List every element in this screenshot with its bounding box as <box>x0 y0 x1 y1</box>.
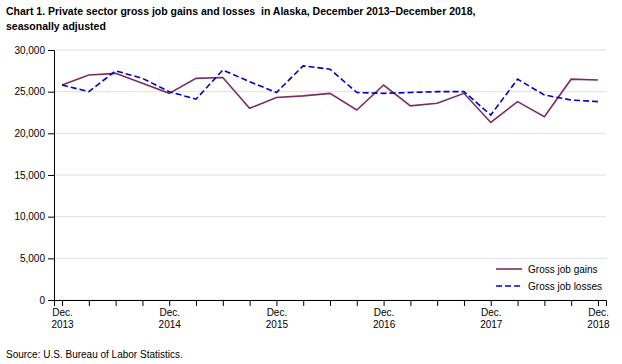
y-tick-label: 30,000 <box>14 45 45 56</box>
x-tick <box>437 300 438 306</box>
x-tick <box>116 300 117 306</box>
x-tick <box>571 300 572 306</box>
legend-swatch <box>496 285 522 287</box>
grid-line <box>54 50 606 51</box>
x-tick-mark <box>62 300 63 306</box>
x-tick-label: Dec.2013 <box>51 307 74 330</box>
legend-label: Gross job gains <box>528 264 597 275</box>
x-tick <box>303 300 304 306</box>
source-note: Source: U.S. Bureau of Labor Statistics. <box>6 349 183 360</box>
y-tick-label: 10,000 <box>14 211 45 222</box>
x-tick <box>464 300 465 306</box>
x-tick <box>223 300 224 306</box>
y-tick-label: 20,000 <box>14 128 45 139</box>
x-tick-mark <box>598 300 599 306</box>
legend-label: Gross job losses <box>528 281 602 292</box>
x-tick-mark <box>223 300 224 306</box>
legend-item: Gross job losses <box>496 281 602 292</box>
x-tick <box>410 300 411 306</box>
x-tick <box>330 300 331 306</box>
x-tick <box>142 300 143 306</box>
legend-swatch <box>496 268 522 270</box>
x-tick-mark <box>544 300 545 306</box>
x-tick-label: Dec.2017 <box>480 307 503 330</box>
y-axis-line <box>48 51 55 301</box>
x-tick-mark <box>142 300 143 306</box>
series-line <box>62 73 598 122</box>
lines <box>62 66 598 123</box>
x-tick: Dec.2017 <box>480 300 503 330</box>
x-tick-mark <box>491 300 492 306</box>
y-tick-label: 5,000 <box>20 253 45 264</box>
x-tick-mark <box>518 300 519 306</box>
y-tick-label: 25,000 <box>14 86 45 97</box>
y-tick-mark <box>48 92 54 93</box>
x-tick-label: Dec.2018 <box>587 307 610 330</box>
x-tick <box>518 300 519 306</box>
x-tick-label: Dec.2014 <box>159 307 182 330</box>
y-tick: 25,000 <box>14 86 54 97</box>
x-tick <box>357 300 358 306</box>
grid <box>54 50 606 300</box>
y-tick-mark <box>48 217 54 218</box>
x-tick-mark <box>464 300 465 306</box>
grid-line <box>54 133 606 134</box>
subtitle: seasonally adjusted <box>6 20 106 32</box>
x-tick-mark <box>250 300 251 306</box>
y-tick: 30,000 <box>14 45 54 56</box>
y-tick-mark <box>48 300 54 301</box>
y-axis: 0 5,000 10,000 15,000 20,000 25,000 30,000 <box>14 45 54 306</box>
chart: Chart 1. Private sector gross job gains … <box>0 0 622 364</box>
legend-item: Gross job gains <box>496 264 597 275</box>
x-tick-mark <box>276 300 277 306</box>
grid-line <box>54 175 606 176</box>
x-tick: Dec.2016 <box>373 300 396 330</box>
x-tick-label: Dec.2016 <box>373 307 396 330</box>
x-tick-mark <box>410 300 411 306</box>
x-tick-label: Dec.2015 <box>266 307 289 330</box>
y-tick-mark <box>48 258 54 259</box>
x-tick: Dec.2015 <box>266 300 289 330</box>
y-tick: 5,000 <box>20 253 54 264</box>
y-tick-mark <box>48 175 54 176</box>
y-tick-mark <box>48 133 54 134</box>
x-tick <box>196 300 197 306</box>
x-tick-mark <box>384 300 385 306</box>
x-axis-line <box>55 301 607 307</box>
x-tick-mark <box>357 300 358 306</box>
y-tick: 15,000 <box>14 170 54 181</box>
grid-line <box>54 216 606 217</box>
x-tick-mark <box>571 300 572 306</box>
x-tick-mark <box>437 300 438 306</box>
x-tick-mark <box>330 300 331 306</box>
x-axis: Dec.2013 Dec.2014 Dec.2015 Dec.2016 Dec.2017… <box>51 300 610 330</box>
y-tick: 20,000 <box>14 128 54 139</box>
plot: 0 5,000 10,000 15,000 20,000 25,000 30,000 Dec.… <box>14 45 610 330</box>
x-tick-mark <box>303 300 304 306</box>
x-tick: Dec.2018 <box>587 300 610 330</box>
grid-line <box>54 258 606 259</box>
x-tick <box>250 300 251 306</box>
x-tick-mark <box>169 300 170 306</box>
series-line <box>62 66 598 115</box>
title: Chart 1. Private sector gross job gains … <box>6 5 476 17</box>
y-tick-label: 15,000 <box>14 170 45 181</box>
y-tick-mark <box>48 50 54 51</box>
x-tick-mark <box>89 300 90 306</box>
y-tick: 0 <box>39 295 54 306</box>
y-tick: 10,000 <box>14 211 54 222</box>
x-tick <box>544 300 545 306</box>
legend: Gross job gains Gross job losses <box>496 264 602 292</box>
x-tick-mark <box>196 300 197 306</box>
grid-line <box>54 91 606 92</box>
y-tick-label: 0 <box>39 295 45 306</box>
x-tick: Dec.2014 <box>159 300 182 330</box>
x-tick-mark <box>116 300 117 306</box>
x-tick <box>89 300 90 306</box>
x-tick: Dec.2013 <box>51 300 74 330</box>
